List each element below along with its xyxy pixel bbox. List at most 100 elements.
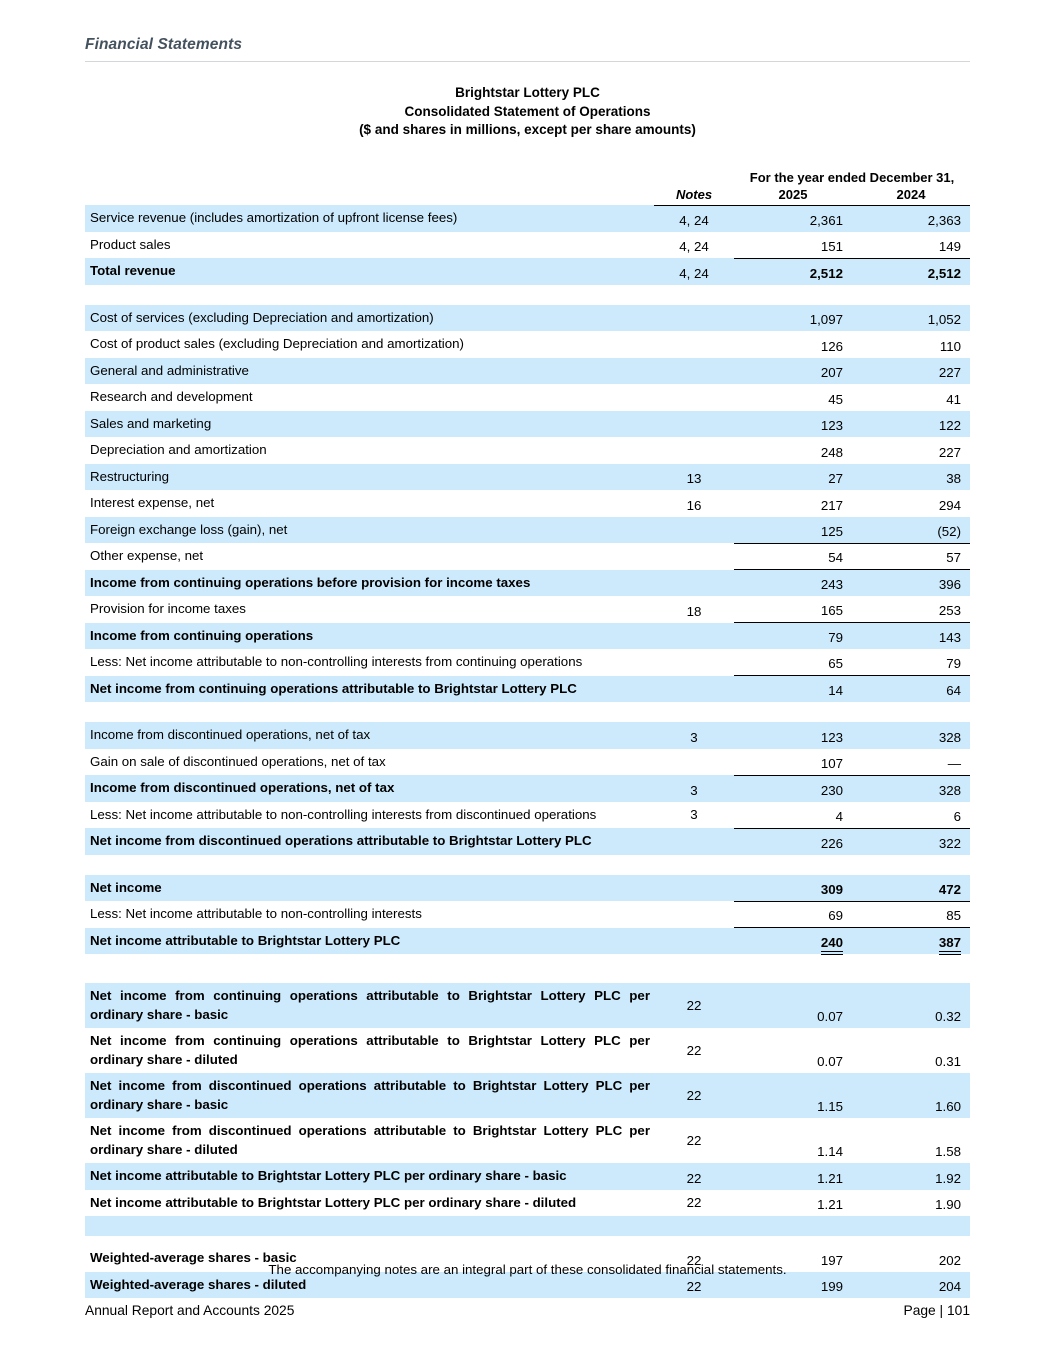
- table-row: Provision for income taxes 18 165 253: [85, 596, 970, 623]
- table-row: Net income attributable to Brightstar Lo…: [85, 927, 971, 954]
- running-header-title: Financial Statements: [85, 36, 243, 53]
- row-label: Interest expense, net: [90, 495, 215, 510]
- table-row: Gain on sale of discontinued operations,…: [85, 749, 970, 776]
- row-value-2024: 1,052: [852, 304, 971, 331]
- row-value-2024: 149: [938, 238, 962, 254]
- row-label: Total revenue: [85, 258, 654, 285]
- row-notes: [654, 927, 734, 954]
- row-label: Income from discontinued operations, net…: [85, 775, 654, 802]
- row-value-2024: 79: [946, 656, 962, 671]
- row-notes: [654, 874, 734, 901]
- row-value-2025: 165: [820, 603, 843, 618]
- row-value-2024: 227: [852, 357, 971, 384]
- row-value-2025: 65: [828, 656, 843, 671]
- row-label: Sales and marketing: [85, 410, 654, 437]
- row-value-2024: 2,512: [852, 257, 971, 285]
- table-row: Foreign exchange loss (gain), net 125 (5…: [85, 516, 971, 543]
- row-notes: [654, 516, 734, 543]
- table-row: Less: Net income attributable to non-con…: [85, 900, 971, 928]
- row-notes: [654, 901, 734, 928]
- row-label: Less: Net income attributable to non-con…: [90, 906, 422, 921]
- table-row: Income from discontinued operations, net…: [85, 722, 971, 749]
- table-row: Net income 309 472: [85, 874, 971, 901]
- row-value-2025: 207: [734, 357, 852, 384]
- row-value-2025: 14: [734, 675, 852, 702]
- row-label: Foreign exchange loss (gain), net: [85, 516, 654, 543]
- column-header-year-2024: 2024: [896, 186, 926, 202]
- row-value-2024: 202: [938, 1252, 962, 1268]
- row-value-2024: 85: [852, 900, 971, 928]
- table-row: General and administrative 207 227: [85, 357, 971, 384]
- row-label: Net income from discontinued operations …: [90, 1123, 650, 1157]
- row-label: Depreciation and amortization: [90, 442, 267, 457]
- running-header: Financial Statements: [85, 0, 970, 62]
- table-row: Other expense, net 54 57: [85, 542, 971, 570]
- row-value-2024: 387: [852, 927, 971, 954]
- row-notes: [654, 828, 734, 855]
- row-value-2024: 143: [852, 622, 971, 649]
- row-value-2024: 122: [852, 410, 971, 437]
- row-value-2024: 0.31: [935, 1054, 962, 1069]
- row-value-2025-text: 240: [820, 935, 843, 950]
- row-value-2024: 57: [852, 542, 971, 570]
- row-value-2024: 110: [939, 338, 962, 354]
- table-row: Research and development 45 41: [85, 384, 970, 411]
- row-value-2025: 243: [734, 569, 852, 596]
- row-value-2024: 472: [852, 874, 971, 901]
- row-notes: 22: [686, 1252, 702, 1268]
- row-value-2025: 123: [734, 410, 852, 437]
- row-label: Restructuring: [85, 463, 654, 490]
- row-value-2024: 64: [852, 675, 971, 702]
- row-value-2025: 27: [734, 463, 852, 490]
- row-value-2025: 54: [734, 542, 852, 570]
- row-label: Net income: [85, 874, 654, 901]
- row-label: Net income from continuing operations at…: [85, 983, 654, 1028]
- row-value-2025: 0.07: [817, 1054, 843, 1069]
- row-value-2024: 328: [852, 722, 971, 749]
- row-notes: 18: [686, 603, 702, 619]
- row-value-2024: 1.58: [935, 1144, 962, 1159]
- row-value-2025: 230: [734, 774, 852, 802]
- row-value-2025: 248: [820, 444, 843, 460]
- row-value-2024: 1.60: [852, 1073, 971, 1118]
- row-label: General and administrative: [85, 357, 654, 384]
- row-value-2025: 309: [734, 874, 852, 901]
- row-label: Weighted-average shares - basic: [90, 1250, 297, 1265]
- table-row: Sales and marketing 123 122: [85, 410, 971, 437]
- table-row: Less: Net income attributable to non-con…: [85, 649, 970, 676]
- row-value-2025: 1,097: [734, 304, 852, 331]
- row-value-2025: 240: [734, 927, 852, 954]
- table-row: Service revenue (includes amortization o…: [85, 204, 971, 232]
- row-label: Less: Net income attributable to non-con…: [90, 806, 597, 822]
- row-value-2025: 1.15: [734, 1073, 852, 1118]
- row-label: Net income attributable to Brightstar Lo…: [85, 927, 654, 954]
- row-label: Income from continuing operations: [85, 622, 654, 649]
- row-value-2024: 294: [938, 497, 962, 513]
- table-row: Net income from continuing operations at…: [85, 983, 971, 1028]
- row-notes: 22: [686, 1133, 702, 1148]
- row-value-2024: 41: [946, 391, 962, 407]
- row-label: Net income from discontinued operations …: [85, 1073, 654, 1118]
- row-value-2025: 69: [734, 900, 852, 928]
- row-notes: 16: [686, 497, 702, 513]
- statement-name: Consolidated Statement of Operations: [404, 103, 651, 119]
- row-notes: 4, 24: [654, 258, 734, 285]
- spacer-row: [85, 954, 970, 974]
- spacer-row: [85, 285, 970, 305]
- row-notes: [654, 357, 734, 384]
- table-row: Weighted-average shares - diluted 22 199…: [85, 1271, 971, 1298]
- spacer-row: [85, 855, 970, 875]
- row-label: Net income from discontinued operations …: [85, 828, 654, 855]
- running-header-rule: [85, 61, 970, 62]
- row-notes: [654, 384, 734, 411]
- row-value-2025: 1.21: [734, 1163, 852, 1190]
- row-value-2025: 217: [820, 497, 843, 513]
- row-value-2025: 125: [734, 516, 852, 543]
- row-notes: 13: [654, 463, 734, 490]
- row-value-2025: 0.07: [734, 983, 852, 1028]
- spacer-row: [85, 1236, 970, 1245]
- row-value-2025: 226: [734, 827, 852, 855]
- row-value-2024: 328: [852, 774, 971, 802]
- table-row: Cost of product sales (excluding Depreci…: [85, 331, 970, 358]
- row-notes: [654, 622, 734, 649]
